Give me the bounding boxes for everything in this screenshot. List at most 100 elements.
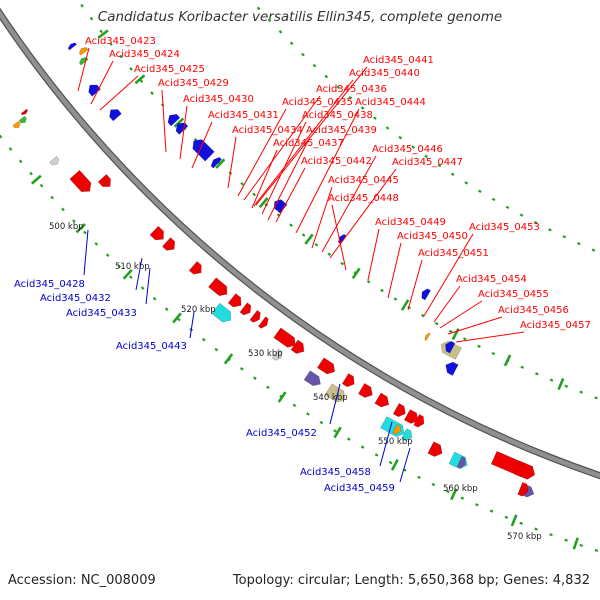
scale-label: 520 kbp (181, 305, 216, 315)
gene-feature-cyan[interactable] (401, 428, 413, 442)
gene-feature-blue[interactable] (445, 340, 456, 354)
tick-ring-2 (76, 0, 600, 401)
gene-feature-orange[interactable] (424, 332, 431, 342)
leader-line (179, 105, 188, 160)
gene-label-forward[interactable]: Acid345_0425 (134, 64, 205, 75)
gene-feature-blue[interactable] (88, 84, 102, 97)
gene-feature-red[interactable] (341, 373, 355, 388)
gene-label-forward[interactable]: Acid345_0448 (328, 193, 399, 204)
gene-label-forward[interactable]: Acid345_0453 (469, 222, 540, 233)
gene-label-forward[interactable]: Acid345_0456 (498, 305, 569, 316)
gene-label-forward[interactable]: Acid345_0455 (478, 289, 549, 300)
major-tick (134, 74, 146, 85)
gene-feature-red[interactable] (316, 357, 336, 375)
gene-label-forward[interactable]: Acid345_0423 (85, 36, 156, 47)
gene-feature-red[interactable] (161, 237, 176, 251)
gene-feature-red[interactable] (69, 169, 92, 193)
gene-feature-red[interactable] (188, 260, 202, 275)
gene-feature-red[interactable] (239, 302, 252, 316)
leader-line (399, 447, 411, 483)
gene-label-reverse[interactable]: Acid345_0443 (116, 341, 187, 352)
gene-label-reverse[interactable]: Acid345_0452 (246, 428, 317, 439)
leader-line (83, 229, 89, 276)
gene-label-reverse[interactable]: Acid345_0433 (66, 308, 137, 319)
gene-label-forward[interactable]: Acid345_0430 (183, 94, 254, 105)
gene-feature-cyan[interactable] (211, 302, 232, 323)
scale-label: 550 kbp (378, 437, 413, 447)
gene-feature-cyan[interactable] (380, 416, 405, 438)
gene-label-forward[interactable]: Acid345_0445 (328, 175, 399, 186)
gene-label-forward[interactable]: Acid345_0429 (158, 78, 229, 89)
gene-label-forward[interactable]: Acid345_0441 (363, 55, 434, 66)
gene-feature-blue[interactable] (67, 42, 78, 51)
gene-feature-grey[interactable] (271, 348, 283, 361)
gene-feature-blue[interactable] (421, 288, 432, 301)
leader-line (227, 136, 237, 189)
gene-feature-blue[interactable] (167, 113, 181, 127)
gene-label-forward[interactable]: Acid345_0431 (208, 110, 279, 121)
leader-line (77, 47, 90, 92)
gene-label-reverse[interactable]: Acid345_0458 (300, 467, 371, 478)
gene-label-forward[interactable]: Acid345_0440 (349, 68, 420, 79)
gene-label-forward[interactable]: Acid345_0437 (273, 138, 344, 149)
major-tick (122, 269, 133, 280)
gene-label-forward[interactable]: Acid345_0446 (372, 144, 443, 155)
leader-line (275, 167, 306, 223)
gene-label-forward[interactable]: Acid345_0444 (355, 97, 426, 108)
gene-feature-red[interactable] (97, 173, 111, 187)
gene-feature-red[interactable] (403, 409, 419, 424)
gene-label-forward[interactable]: Acid345_0438 (302, 110, 373, 121)
gene-feature-orange[interactable] (78, 47, 89, 56)
gene-feature-blue[interactable] (445, 361, 459, 376)
gene-feature-purple[interactable] (303, 370, 321, 387)
gene-label-forward[interactable]: Acid345_0450 (397, 231, 468, 242)
major-tick (390, 458, 399, 471)
gene-label-reverse[interactable]: Acid345_0459 (324, 483, 395, 494)
gene-feature-red[interactable] (374, 392, 390, 408)
gene-feature-orange[interactable] (392, 424, 401, 435)
gene-label-forward[interactable]: Acid345_0436 (316, 84, 387, 95)
gene-feature-red[interactable] (249, 309, 261, 323)
leader-line (447, 316, 503, 335)
gene-feature-red[interactable] (149, 225, 164, 241)
gene-feature-red[interactable] (514, 460, 536, 480)
gene-feature-red[interactable] (227, 293, 242, 308)
gene-feature-red[interactable] (290, 339, 305, 354)
gene-label-forward[interactable]: Acid345_0451 (418, 248, 489, 259)
gene-feature-green[interactable] (18, 115, 27, 124)
gene-label-forward[interactable]: Acid345_0454 (456, 274, 527, 285)
gene-feature-red[interactable] (208, 277, 228, 297)
gene-feature-blue[interactable] (109, 109, 122, 122)
gene-feature-red[interactable] (20, 108, 29, 116)
gene-label-forward[interactable]: Acid345_0435 (282, 97, 353, 108)
gene-label-forward[interactable]: Acid345_0457 (520, 320, 591, 331)
scale-label: 570 kbp (507, 532, 542, 542)
gene-label-forward[interactable]: Acid345_0442 (301, 156, 372, 167)
gene-feature-orange[interactable] (12, 120, 21, 129)
gene-feature-blue[interactable] (210, 156, 223, 169)
gene-feature-red[interactable] (257, 316, 269, 329)
gene-feature-red[interactable] (427, 441, 443, 457)
leader-line (407, 259, 423, 311)
gene-feature-grey[interactable] (49, 155, 60, 166)
scale-label: 540 kbp (313, 393, 348, 403)
gene-feature-red[interactable] (357, 382, 373, 398)
gene-label-reverse[interactable]: Acid345_0432 (40, 293, 111, 304)
leader-line (243, 95, 321, 201)
gene-feature-red[interactable] (413, 413, 425, 428)
gene-feature-red[interactable] (392, 402, 406, 418)
gene-label-forward[interactable]: Acid345_0449 (375, 217, 446, 228)
gene-feature-purple[interactable] (456, 456, 466, 469)
gene-label-forward[interactable]: Acid345_0439 (306, 125, 377, 136)
leader-line (237, 108, 287, 197)
gene-label-forward[interactable]: Acid345_0424 (109, 49, 180, 60)
leader-line (253, 79, 354, 207)
scale-label: 500 kbp (49, 222, 84, 232)
gene-feature-red[interactable] (273, 327, 296, 348)
gene-label-forward[interactable]: Acid345_0434 (232, 125, 303, 136)
gene-label-forward[interactable]: Acid345_0447 (392, 157, 463, 168)
gene-feature-olive[interactable] (324, 383, 346, 403)
gene-feature-red[interactable] (517, 482, 529, 497)
gene-label-reverse[interactable]: Acid345_0428 (14, 279, 85, 290)
leader-line (423, 233, 474, 317)
